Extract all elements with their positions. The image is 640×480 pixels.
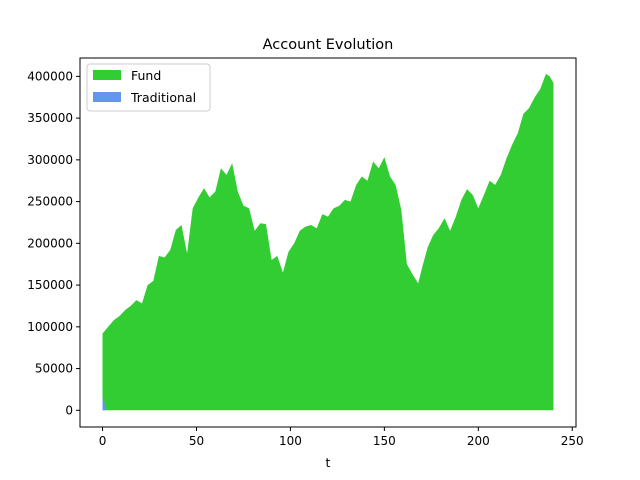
area-series-fund [102,73,554,411]
y-tick-label: 100000 [27,320,73,334]
x-tick-label: 150 [373,434,396,448]
y-tick-label: 350000 [27,111,73,125]
series-layer [102,73,554,411]
x-tick-label: 50 [189,434,204,448]
ticks-layer: 0 50 100 150 200 250 0 50000 100000 150000 200000 2… [27,69,584,448]
x-tick-label: 250 [561,434,584,448]
y-tick-label: 50000 [35,362,73,376]
legend-label-traditional: Traditional [130,90,196,105]
y-tick-label: 200000 [27,236,73,250]
y-tick-label: 300000 [27,153,73,167]
legend-label-fund: Fund [131,68,161,83]
x-tick-label: 100 [279,434,302,448]
legend-swatch-fund [93,70,121,80]
legend-swatch-traditional [93,92,121,102]
y-tick-label: 0 [65,403,73,417]
x-axis-label: t [326,455,331,470]
axes-frame [79,57,577,428]
x-tick-label: 0 [99,434,107,448]
x-tick-label: 200 [467,434,490,448]
y-tick-label: 250000 [27,195,73,209]
legend: Fund Traditional [86,63,211,112]
y-tick-label: 400000 [27,69,73,83]
chart-title: Account Evolution [263,37,394,53]
y-tick-label: 150000 [27,278,73,292]
